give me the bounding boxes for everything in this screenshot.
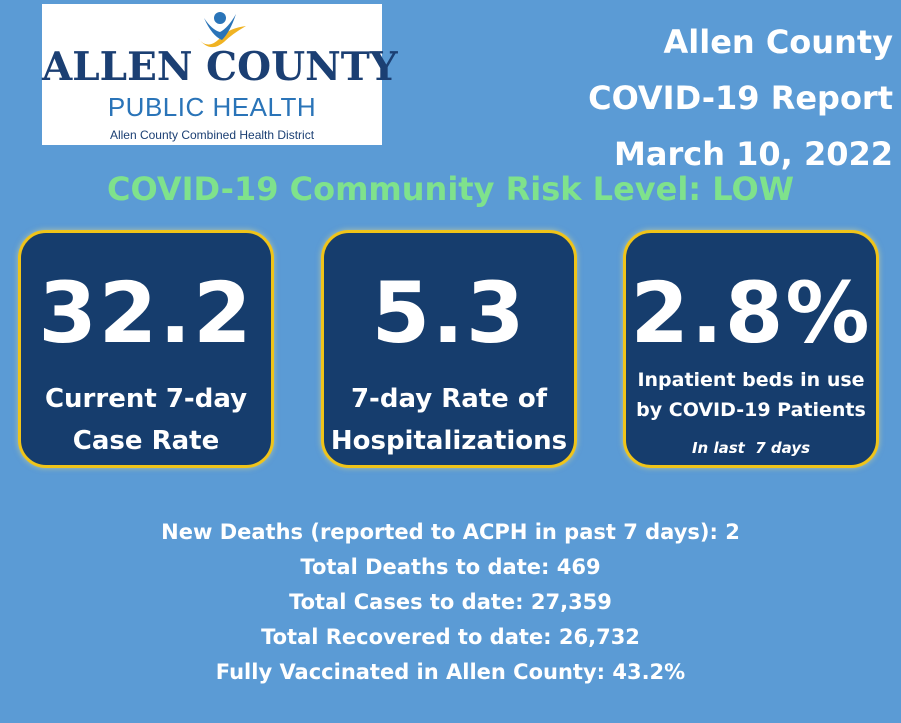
case-rate-label: Current 7-day Case Rate: [21, 378, 271, 462]
case-rate-label-line2: Case Rate: [72, 426, 220, 456]
report-header: Allen County COVID-19 Report March 10, 2…: [588, 14, 893, 182]
person-figure-icon: [198, 12, 246, 48]
stat-fully-vaccinated: Fully Vaccinated in Allen County: 43.2%: [215, 660, 686, 684]
report-county: Allen County: [663, 23, 893, 61]
logo-subtitle: PUBLIC HEALTH: [107, 92, 317, 122]
report-title: COVID-19 Report: [588, 79, 893, 117]
summary-stats: New Deaths (reported to ACPH in past 7 d…: [0, 515, 901, 690]
inpatient-beds-card: 2.8% Inpatient beds in use by COVID-19 P…: [623, 230, 879, 468]
inpatient-beds-note: In last 7 days: [691, 439, 811, 457]
inpatient-beds-value: 2.8%: [630, 264, 872, 362]
inpatient-beds-label: Inpatient beds in use by COVID-19 Patien…: [626, 365, 876, 425]
community-risk-level: COVID-19 Community Risk Level: LOW: [107, 170, 794, 208]
hospitalization-label-line1: 7-day Rate of: [350, 384, 548, 414]
stat-total-recovered: Total Recovered to date: 26,732: [261, 625, 640, 649]
inpatient-label-line2: by COVID-19 Patients: [636, 399, 866, 421]
logo-tagline: Allen County Combined Health District: [109, 128, 315, 142]
hospitalization-label-line2: Hospitalizations: [330, 426, 568, 456]
case-rate-value: 32.2: [38, 264, 254, 362]
logo-title: ALLEN COUNTY: [42, 44, 398, 90]
report-date: March 10, 2022: [614, 135, 893, 173]
stat-new-deaths: New Deaths (reported to ACPH in past 7 d…: [161, 520, 740, 544]
hospitalization-rate-value: 5.3: [371, 264, 527, 362]
hospitalization-rate-label: 7-day Rate of Hospitalizations: [324, 378, 574, 462]
case-rate-card: 32.2 Current 7-day Case Rate: [18, 230, 274, 468]
stat-total-deaths: Total Deaths to date: 469: [300, 555, 601, 579]
stat-total-cases: Total Cases to date: 27,359: [289, 590, 612, 614]
hospitalization-rate-card: 5.3 7-day Rate of Hospitalizations: [321, 230, 577, 468]
case-rate-label-line1: Current 7-day: [44, 384, 248, 414]
inpatient-label-line1: Inpatient beds in use: [637, 369, 865, 391]
allen-county-logo: ALLEN COUNTY PUBLIC HEALTH Allen County …: [42, 4, 398, 145]
